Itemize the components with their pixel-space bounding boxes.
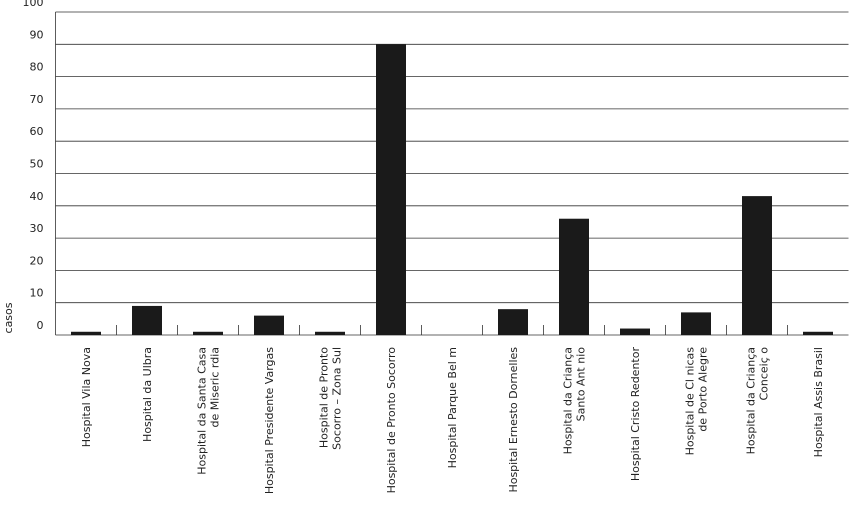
x-tick-label: Hospital da Criança xyxy=(562,347,575,454)
y-tick-label: 90 xyxy=(30,28,44,41)
bar xyxy=(559,218,589,335)
y-tick-label: 40 xyxy=(30,190,44,203)
bar xyxy=(681,312,711,335)
y-tick-label: 0 xyxy=(37,319,44,332)
bar xyxy=(132,305,162,335)
x-tick-label: Hospital Cristo Redentor xyxy=(629,347,642,482)
x-tick-label: Hospital de Cl nicas xyxy=(684,347,697,456)
bar xyxy=(315,331,345,335)
x-tick-label: Conceiç o xyxy=(758,347,771,401)
x-tick-label: Santo Ant nio xyxy=(575,347,588,422)
x-tick-label: Hospital de Pronto xyxy=(318,347,331,448)
x-tick-label: Hospital da Criança xyxy=(745,347,758,454)
x-tick-label: de Porto Alegre xyxy=(697,347,710,432)
y-tick-label: 20 xyxy=(30,254,44,267)
x-tick-label: Hospital da Ulbra xyxy=(141,347,154,442)
bar xyxy=(193,331,223,335)
bar xyxy=(71,331,101,335)
bar xyxy=(376,44,406,336)
x-tick-label: Hospital Ernesto Dornelles xyxy=(507,347,520,493)
x-tick-label: Hospital Vila Nova xyxy=(80,347,93,447)
bar xyxy=(803,331,833,335)
bar xyxy=(742,196,772,335)
x-tick-label: Hospital Parque Bel m xyxy=(446,347,459,468)
y-tick-label: 30 xyxy=(30,222,44,235)
x-tick-label: Hospital Assis Brasil xyxy=(812,347,825,457)
x-tick-label: Hospital de Pronto Socorro xyxy=(385,347,398,494)
y-tick-label: 10 xyxy=(30,287,44,300)
y-axis-label: casos xyxy=(2,302,15,333)
bar xyxy=(620,328,650,335)
bar xyxy=(498,309,528,335)
y-tick-label: 80 xyxy=(30,61,44,74)
x-tick-label: Socorro – Zona Sul xyxy=(331,347,344,450)
bar xyxy=(254,315,284,335)
x-tick-label: Hospital da Santa Casa xyxy=(196,347,209,475)
x-tick-label: de Miseric rdia xyxy=(209,347,222,428)
y-tick-label: 60 xyxy=(30,125,44,138)
x-tick-label: Hospital Presidente Vargas xyxy=(263,347,276,494)
y-tick-label: 70 xyxy=(30,93,44,106)
y-tick-label: 100 xyxy=(23,0,44,9)
y-tick-label: 50 xyxy=(30,158,44,171)
